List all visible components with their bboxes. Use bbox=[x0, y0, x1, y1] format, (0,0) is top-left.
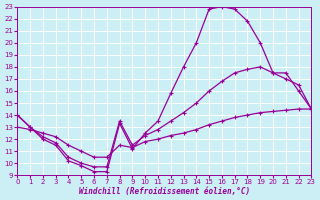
X-axis label: Windchill (Refroidissement éolien,°C): Windchill (Refroidissement éolien,°C) bbox=[79, 187, 250, 196]
